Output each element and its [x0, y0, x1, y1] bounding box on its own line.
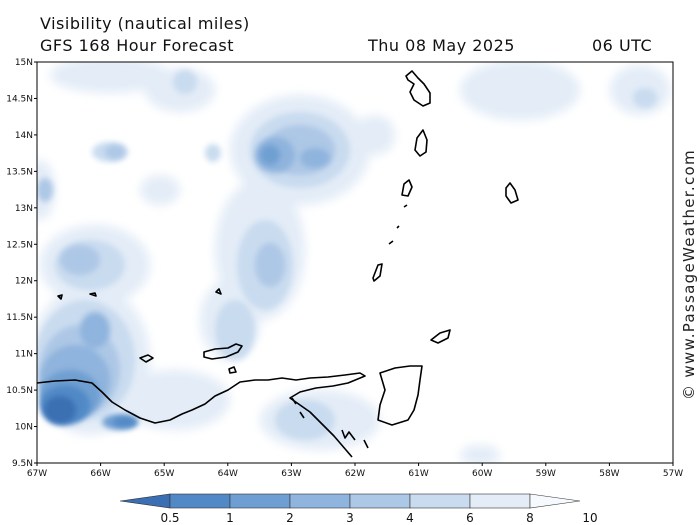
tobago-island: [430, 329, 451, 344]
lon-label: 64W: [218, 469, 238, 479]
lat-label: 14.5N: [6, 94, 33, 104]
lon-label: 67W: [27, 469, 47, 479]
la-orchila-island: [139, 354, 154, 363]
lon-label: 61W: [408, 469, 428, 479]
lon-label: 65W: [154, 469, 174, 479]
colorbar-label: 4: [406, 511, 414, 525]
lat-label: 15N: [15, 58, 33, 68]
paria-peninsula: [377, 365, 423, 426]
los-roques-island: [89, 292, 97, 297]
colorbar-label: 6: [466, 511, 474, 525]
watermark-text: © www.PassageWeather.com: [680, 149, 698, 400]
latitude-axis: 15N 14.5N 14N 13.5N 13N 12.5N 12N 11.5N 11N 10.5N…: [6, 58, 37, 469]
lat-label: 13.5N: [6, 167, 33, 177]
colorbar-segment: [469, 493, 531, 509]
grenada-island: [372, 263, 383, 282]
lat-label: 11.5N: [6, 313, 33, 323]
visibility-shading: [37, 62, 670, 463]
venezuela-coast: [37, 372, 366, 458]
colorbar-label: 10: [582, 511, 597, 525]
aves-island: [57, 294, 63, 300]
lon-label: 66W: [90, 469, 110, 479]
forecast-date: Thu 08 May 2025: [368, 36, 515, 55]
colorbar-label: 1: [226, 511, 234, 525]
colorbar-segment: [409, 493, 471, 509]
lat-label: 12.5N: [6, 240, 33, 250]
orinoco-delta-inlets: [291, 397, 369, 449]
map-title: Visibility (nautical miles): [40, 14, 250, 33]
grenadines: [388, 204, 408, 245]
forecast-time: 06 UTC: [592, 36, 653, 55]
lat-label: 10.5N: [6, 386, 33, 396]
lat-label: 14N: [15, 131, 33, 141]
lon-label: 58W: [599, 469, 619, 479]
longitude-axis: 67W 66W 65W 64W 63W 62W 61W 60W 59W 58W 57W: [27, 463, 683, 479]
colorbar-max-triangle: [529, 493, 581, 509]
colorbar-label: 2: [286, 511, 294, 525]
lon-label: 60W: [472, 469, 492, 479]
colorbar-segment: [349, 493, 411, 509]
colorbar-label: 3: [346, 511, 354, 525]
visibility-colorbar: 0.5 1 2 3 4 6 8 10: [119, 493, 598, 525]
colorbar-label: 8: [526, 511, 534, 525]
lat-label: 13N: [15, 204, 33, 214]
colorbar-min-triangle: [119, 493, 171, 509]
lon-label: 62W: [345, 469, 365, 479]
lat-label: 10N: [15, 423, 33, 433]
st-vincent-island: [401, 179, 413, 197]
colorbar-segment: [229, 493, 291, 509]
lon-label: 63W: [281, 469, 301, 479]
coastlines: [37, 70, 519, 458]
lon-label: 59W: [536, 469, 556, 479]
lon-label: 57W: [663, 469, 683, 479]
forecast-label: GFS 168 Hour Forecast: [40, 36, 235, 55]
lat-label: 9.5N: [12, 459, 33, 469]
lat-label: 12N: [15, 277, 33, 287]
martinique-island: [405, 70, 431, 107]
colorbar-label: 0.5: [160, 511, 179, 525]
lat-label: 11N: [15, 350, 33, 360]
barbados-island: [505, 182, 519, 204]
los-testigos-island: [228, 366, 237, 374]
st-lucia-island: [414, 129, 428, 157]
la-blanquilla-island: [215, 288, 222, 295]
margarita-island: [203, 343, 243, 360]
colorbar-segment: [169, 493, 231, 509]
colorbar-segment: [289, 493, 351, 509]
